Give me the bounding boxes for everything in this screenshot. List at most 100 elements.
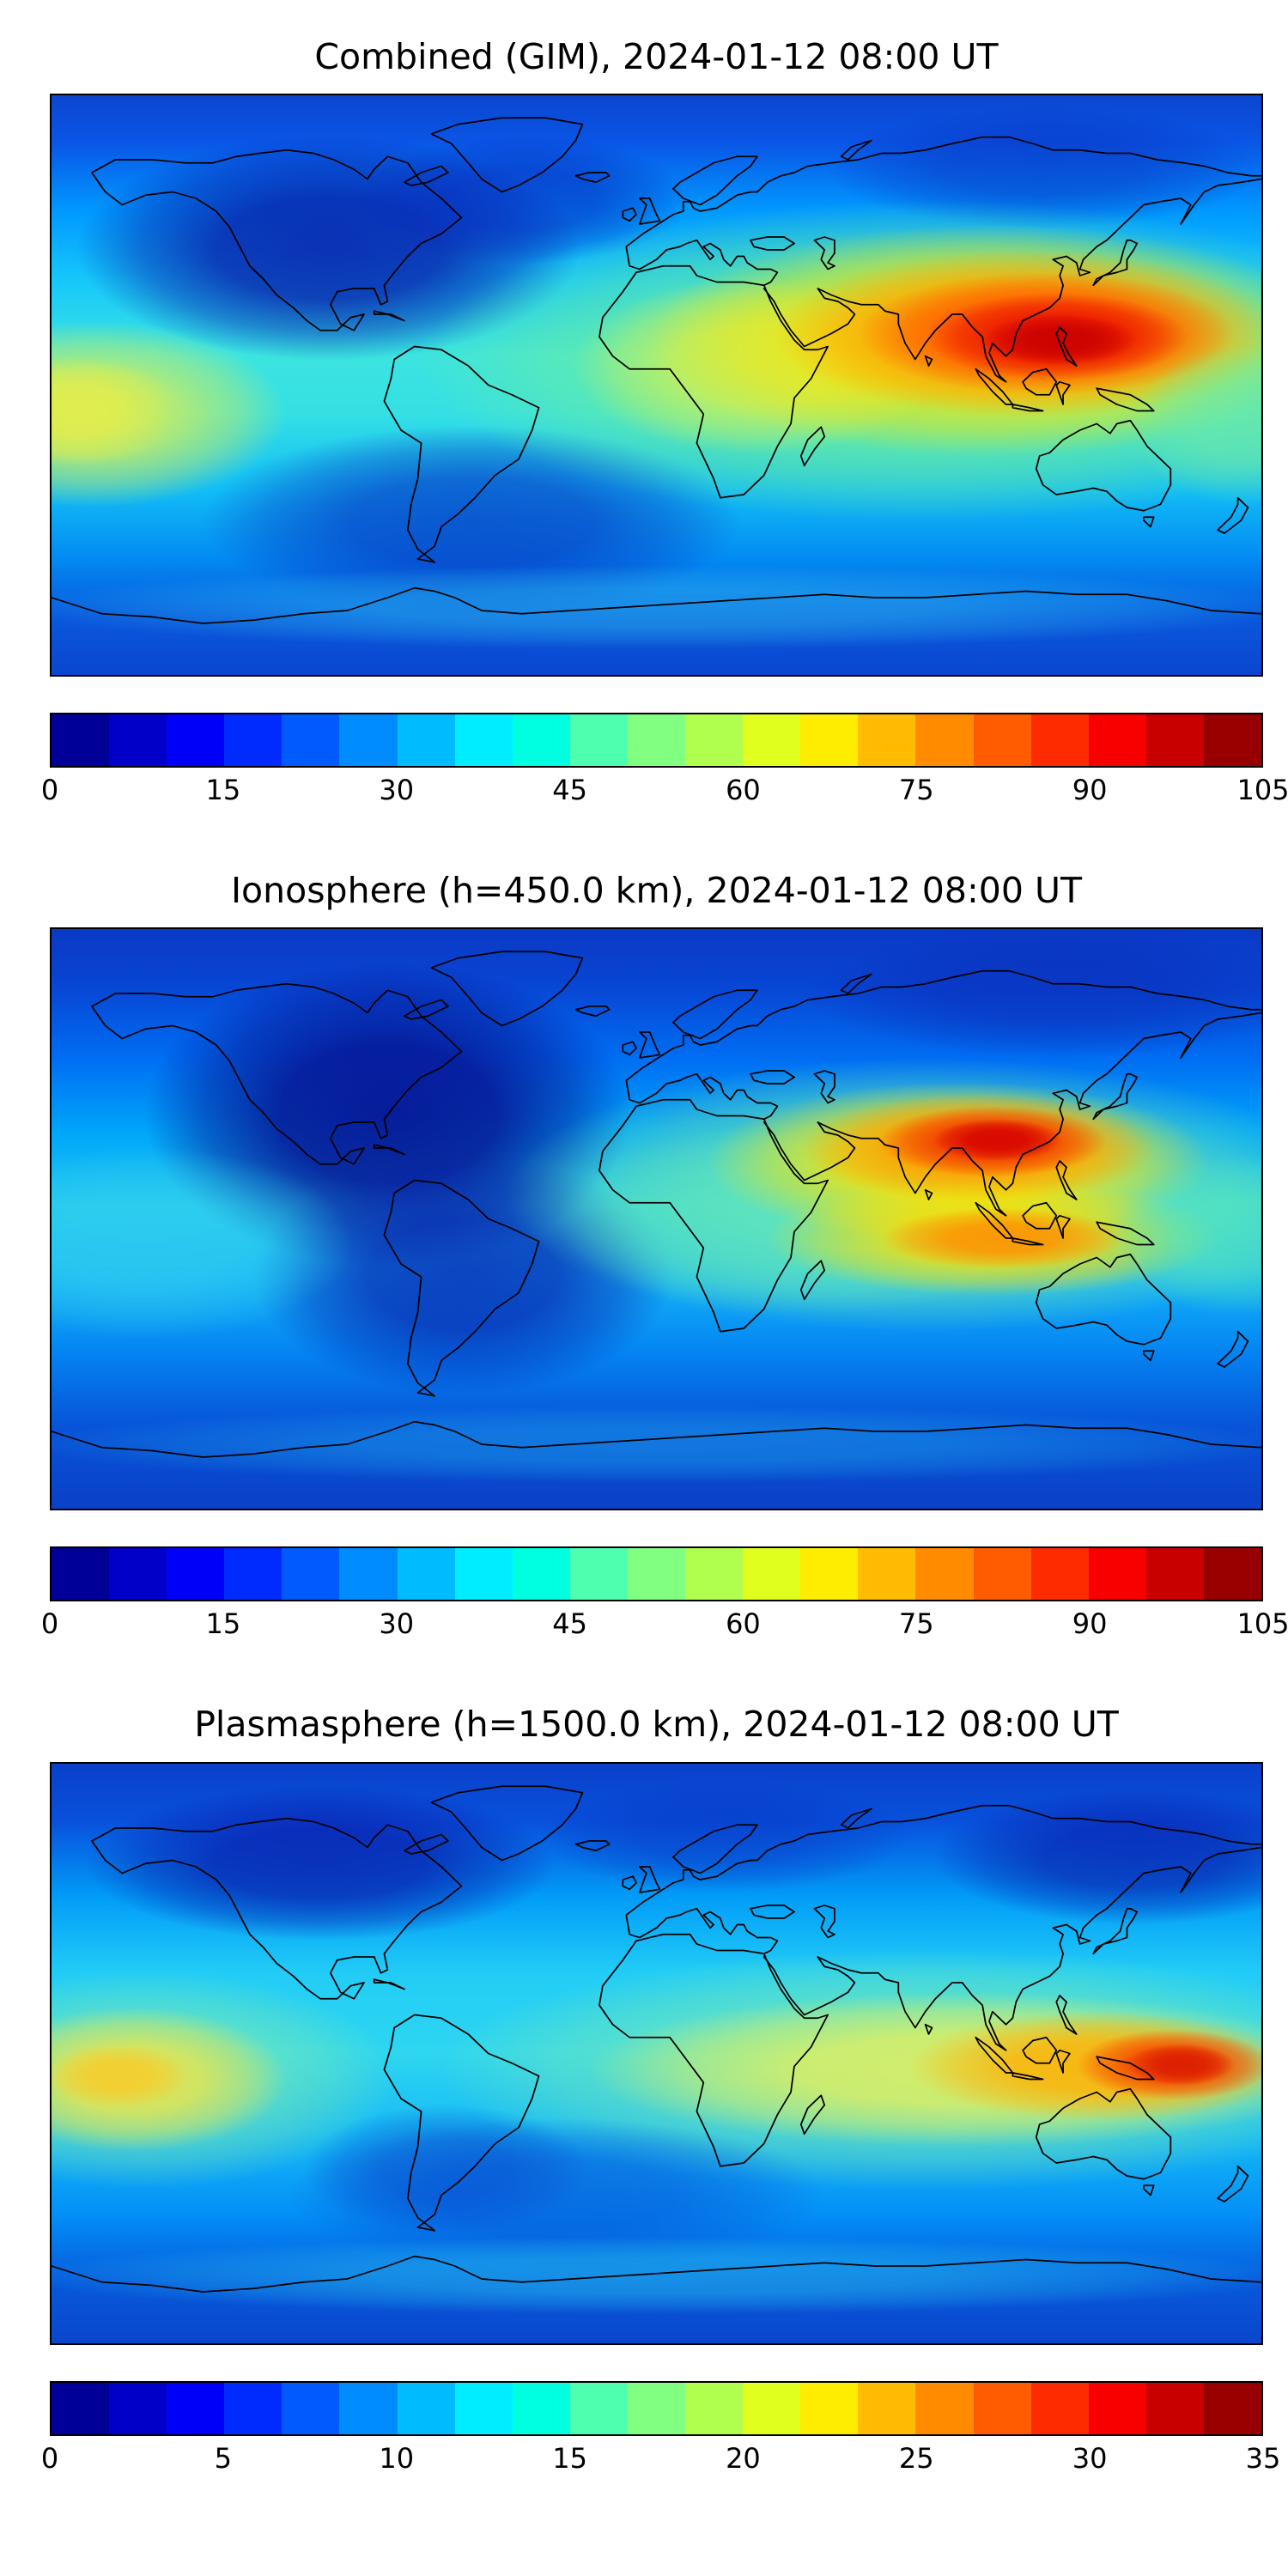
colorbar-tick-label: 5 [214,2441,233,2475]
colorbar-tick-label: 105 [1236,774,1288,807]
colorbar-tick-label: 45 [552,1607,587,1641]
colorbar-tick-label: 15 [205,1607,241,1641]
coastlines [52,951,1261,1459]
colorbar-segment [569,1548,628,1601]
tec-field [52,929,1261,1510]
map-frame-ionosphere [50,927,1263,1511]
colorbar-tick-label: 30 [379,1607,415,1641]
colorbar-segment [627,2382,686,2434]
colorbar-segment [339,714,398,767]
colorbar-tick-label: 30 [379,774,415,807]
colorbar-segment [397,714,455,767]
colorbar-segment [800,714,859,767]
colorbar-plasmasphere [50,2380,1263,2436]
colorbar-tick-label: 0 [40,774,59,807]
coastlines [52,1784,1261,2293]
colorbar-segment [167,714,225,767]
colorbar-ionosphere [50,1546,1263,1602]
colorbar-segment [167,1548,225,1601]
colorbar-segment [685,1548,744,1601]
colorbar-segment [858,714,916,767]
map-frame-combined [50,94,1263,677]
colorbar-segment [685,2382,744,2434]
colorbar-segment [224,1548,283,1601]
colorbar-segment [973,2382,1031,2434]
colorbar-segment [282,2382,340,2434]
colorbar-segment [627,714,686,767]
colorbar-combined [50,713,1263,769]
colorbar-segment [512,2382,570,2434]
colorbar-segment [52,1548,110,1601]
colorbar-tick-label: 90 [1072,774,1108,807]
colorbar-segment [339,1548,398,1601]
colorbar-tick-label: 90 [1072,1607,1108,1641]
colorbar-tick-label: 35 [1245,2441,1281,2475]
colorbar-segment [52,714,110,767]
colorbar-segment [915,714,974,767]
panel-combined: Combined (GIM), 2024-01-12 08:00 UT 0 15 3… [41,36,1288,813]
colorbar-segment [973,1548,1031,1601]
colorbar-tick-label: 75 [898,1607,934,1641]
colorbar-tick-label: 105 [1236,1607,1288,1641]
colorbar-tick-label: 20 [726,2441,761,2475]
colorbar-tick-labels-plasmasphere: 0 5 10 15 20 25 30 35 [41,2441,1281,2482]
panel-title-ionosphere: Ionosphere (h=450.0 km), 2024-01-12 08:0… [230,870,1083,912]
colorbar-tick-label: 45 [552,774,587,807]
colorbar-segment [1030,1548,1089,1601]
colorbar-segment [1088,1548,1146,1601]
colorbar-tick-label: 15 [552,2441,587,2475]
colorbar-segment [1203,2382,1261,2434]
colorbar-segment [282,1548,340,1601]
colorbar-tick-label: 25 [898,2441,934,2475]
colorbar-segment [1203,714,1261,767]
colorbar-segment [224,2382,283,2434]
colorbar-segment [397,1548,455,1601]
colorbar-segment [743,2382,801,2434]
map-frame-plasmasphere [50,1761,1263,2345]
colorbar-segment [397,2382,455,2434]
colorbar-segment [915,1548,974,1601]
colorbar-segment [1088,2382,1146,2434]
colorbar-tick-label: 60 [726,774,761,807]
colorbar-tick-label: 30 [1072,2441,1108,2475]
colorbar-segment [1088,714,1146,767]
colorbar-segment [1145,1548,1204,1601]
figure: Combined (GIM), 2024-01-12 08:00 UT 0 15 3… [41,36,1288,2482]
world-contour-map-ionosphere [52,929,1261,1510]
colorbar-segment [454,1548,513,1601]
panel-ionosphere: Ionosphere (h=450.0 km), 2024-01-12 08:0… [41,870,1288,1647]
colorbar-tick-label: 75 [898,774,934,807]
colorbar-tick-label: 15 [205,774,241,807]
colorbar-segment [167,2382,225,2434]
colorbar-segment [800,2382,859,2434]
world-contour-map-plasmasphere [52,1763,1261,2343]
tec-field [52,1763,1261,2343]
panel-title-plasmasphere: Plasmasphere (h=1500.0 km), 2024-01-12 0… [194,1704,1119,1746]
colorbar-segment [800,1548,859,1601]
colorbar-tick-label: 0 [40,2441,59,2475]
colorbar-segment [569,2382,628,2434]
tec-field [52,95,1261,676]
colorbar-segment [627,1548,686,1601]
colorbar-tick-label: 10 [379,2441,415,2475]
colorbar-segment [52,2382,110,2434]
colorbar-segment [454,714,513,767]
colorbar-segment [512,1548,570,1601]
colorbar-segment [743,714,801,767]
colorbar-segment [512,714,570,767]
colorbar-segment [569,714,628,767]
colorbar-tick-labels-ionosphere: 0 15 30 45 60 75 90 105 [41,1607,1288,1647]
colorbar-tick-labels-combined: 0 15 30 45 60 75 90 105 [41,774,1288,813]
colorbar-segment [109,2382,167,2434]
panel-title-combined: Combined (GIM), 2024-01-12 08:00 UT [314,36,999,77]
colorbar-segment [1145,714,1204,767]
colorbar-segment [1203,1548,1261,1601]
colorbar-segment [743,1548,801,1601]
colorbar-segment [973,714,1031,767]
colorbar-segment [339,2382,398,2434]
panel-plasmasphere: Plasmasphere (h=1500.0 km), 2024-01-12 0… [41,1704,1281,2482]
colorbar-segment [282,714,340,767]
colorbar-segment [858,1548,916,1601]
colorbar-segment [109,1548,167,1601]
colorbar-tick-label: 60 [726,1607,761,1641]
